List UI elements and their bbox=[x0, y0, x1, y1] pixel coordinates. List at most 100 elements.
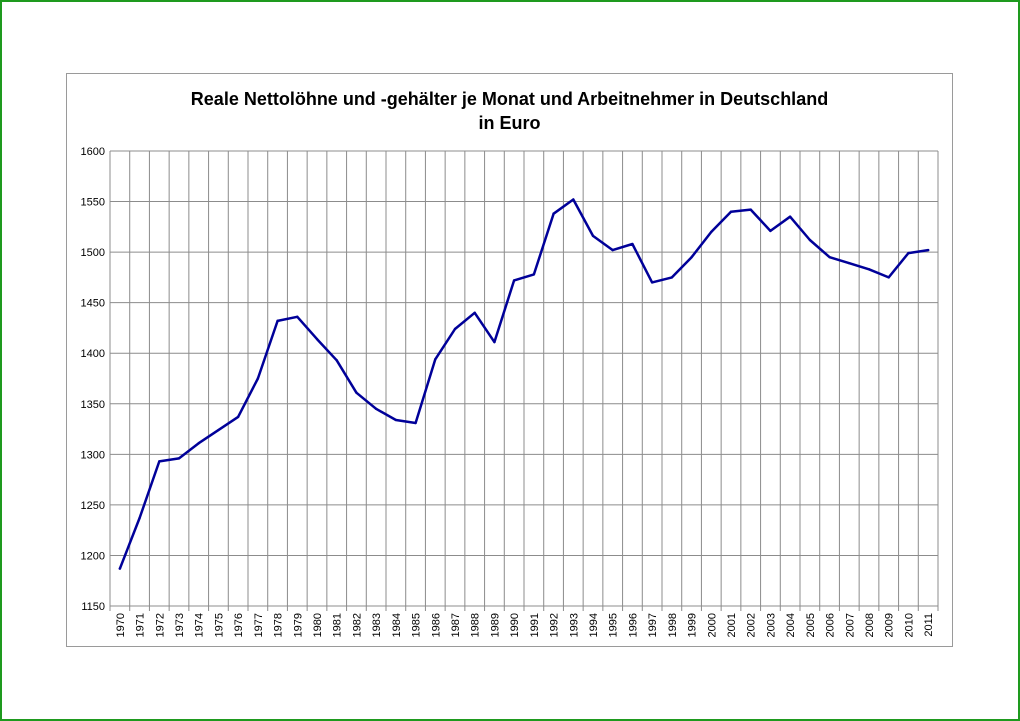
data-point bbox=[177, 457, 181, 460]
data-point bbox=[512, 279, 516, 282]
x-tick-label: 2003 bbox=[765, 613, 777, 637]
data-point bbox=[355, 391, 358, 394]
line-chart: 1150 1200 1250 1300 1350 1400 1450 1500 1550 1600… bbox=[81, 146, 939, 637]
x-tick-label: 1990 bbox=[509, 613, 521, 637]
x-tick-label: 2008 bbox=[864, 613, 876, 637]
series-line bbox=[118, 198, 930, 570]
data-point bbox=[197, 442, 200, 445]
data-point bbox=[729, 210, 733, 213]
y-axis-tick-labels: 1150 1200 1250 1300 1350 1400 1450 1500 1550 1600 bbox=[81, 146, 105, 613]
data-point bbox=[887, 276, 890, 279]
x-tick-label: 2010 bbox=[903, 613, 915, 637]
data-point bbox=[276, 319, 279, 323]
x-tick-label: 1982 bbox=[351, 613, 363, 637]
x-tick-label: 1993 bbox=[568, 613, 580, 637]
x-tick-label: 1997 bbox=[647, 613, 659, 637]
data-point bbox=[335, 359, 338, 362]
data-point bbox=[493, 340, 496, 344]
x-tick-label: 1985 bbox=[411, 613, 423, 637]
data-point bbox=[690, 255, 693, 259]
x-tick-label: 2005 bbox=[805, 613, 817, 637]
y-tick-label: 1400 bbox=[81, 348, 105, 360]
x-tick-label: 1988 bbox=[470, 613, 482, 637]
data-point bbox=[788, 215, 792, 218]
x-tick-label: 1980 bbox=[312, 613, 324, 637]
data-point bbox=[315, 337, 319, 341]
data-point bbox=[394, 418, 398, 422]
data-point bbox=[453, 327, 457, 331]
x-tick-label: 1973 bbox=[174, 613, 186, 637]
y-tick-label: 1550 bbox=[81, 197, 105, 209]
x-axis-tick-labels: 1970 1971 1972 1973 1974 1975 1976 1977 1978 1979… bbox=[115, 613, 935, 637]
x-tick-label: 1974 bbox=[194, 613, 206, 637]
x-tick-label: 1978 bbox=[273, 613, 285, 637]
data-point bbox=[256, 377, 260, 380]
data-point bbox=[670, 276, 674, 279]
x-tick-label: 2001 bbox=[726, 613, 738, 637]
data-point bbox=[808, 238, 812, 242]
series-group bbox=[118, 198, 930, 570]
data-point bbox=[867, 268, 871, 271]
x-tick-label: 2002 bbox=[746, 613, 758, 637]
x-tick-label: 2009 bbox=[884, 613, 896, 637]
data-point bbox=[296, 315, 299, 319]
x-tick-label: 1970 bbox=[115, 613, 127, 637]
y-tick-label: 1450 bbox=[81, 298, 105, 310]
x-tick-label: 1983 bbox=[371, 613, 383, 637]
x-tick-label: 2000 bbox=[706, 613, 718, 637]
data-point bbox=[828, 255, 831, 259]
y-tick-label: 1200 bbox=[81, 550, 105, 562]
x-tick-label: 1971 bbox=[135, 613, 147, 637]
chart-title-line1: Reale Nettolöhne und -gehälter je Monat … bbox=[190, 89, 829, 109]
data-point bbox=[591, 234, 595, 238]
y-tick-label: 1250 bbox=[81, 500, 105, 512]
x-tick-label: 1998 bbox=[667, 613, 679, 637]
data-point bbox=[710, 230, 713, 234]
x-tick-label: 1992 bbox=[549, 613, 561, 637]
data-point bbox=[572, 198, 575, 201]
data-point bbox=[473, 311, 476, 314]
x-tick-label: 1986 bbox=[430, 613, 442, 637]
x-tick-label: 1996 bbox=[627, 613, 639, 637]
x-tick-label: 1999 bbox=[687, 613, 699, 637]
data-point bbox=[611, 248, 614, 252]
x-tick-label: 1975 bbox=[213, 613, 225, 637]
data-point bbox=[434, 358, 437, 361]
data-point bbox=[848, 262, 851, 265]
data-point bbox=[769, 229, 772, 233]
x-tick-label: 2011 bbox=[923, 613, 935, 637]
data-point bbox=[926, 248, 930, 252]
chart-area: Reale Nettolöhne und -gehälter je Monat … bbox=[66, 73, 953, 647]
data-point bbox=[631, 242, 634, 246]
y-tick-label: 1300 bbox=[81, 449, 105, 461]
data-point bbox=[138, 516, 141, 520]
chart-title: Reale Nettolöhne und -gehälter je Monat … bbox=[67, 87, 952, 135]
y-tick-label: 1500 bbox=[81, 247, 105, 259]
x-tick-label: 1991 bbox=[529, 613, 541, 637]
x-tick-label: 2004 bbox=[785, 613, 797, 637]
x-tick-label: 1981 bbox=[332, 613, 344, 637]
data-point bbox=[374, 407, 378, 411]
x-tick-label: 1972 bbox=[154, 613, 166, 637]
data-point bbox=[552, 212, 555, 215]
x-tick-label: 1977 bbox=[253, 613, 265, 637]
x-tick-label: 2007 bbox=[844, 613, 856, 637]
x-tick-label: 2006 bbox=[825, 613, 837, 637]
y-tick-label: 1350 bbox=[81, 399, 105, 411]
x-tick-label: 1984 bbox=[391, 613, 403, 637]
data-point bbox=[650, 281, 654, 284]
x-tick-label: 1987 bbox=[450, 613, 462, 637]
x-tick-label: 1994 bbox=[588, 613, 600, 637]
chart-title-line2: in Euro bbox=[478, 113, 541, 133]
data-point bbox=[907, 251, 910, 255]
vertical-gridlines bbox=[109, 151, 939, 611]
data-point bbox=[414, 421, 417, 425]
x-tick-label: 1989 bbox=[489, 613, 501, 637]
x-tick-label: 1979 bbox=[292, 613, 304, 637]
data-point bbox=[118, 567, 122, 570]
data-point bbox=[236, 415, 240, 419]
data-point bbox=[158, 460, 161, 463]
data-point bbox=[532, 273, 536, 276]
data-point bbox=[217, 428, 220, 432]
